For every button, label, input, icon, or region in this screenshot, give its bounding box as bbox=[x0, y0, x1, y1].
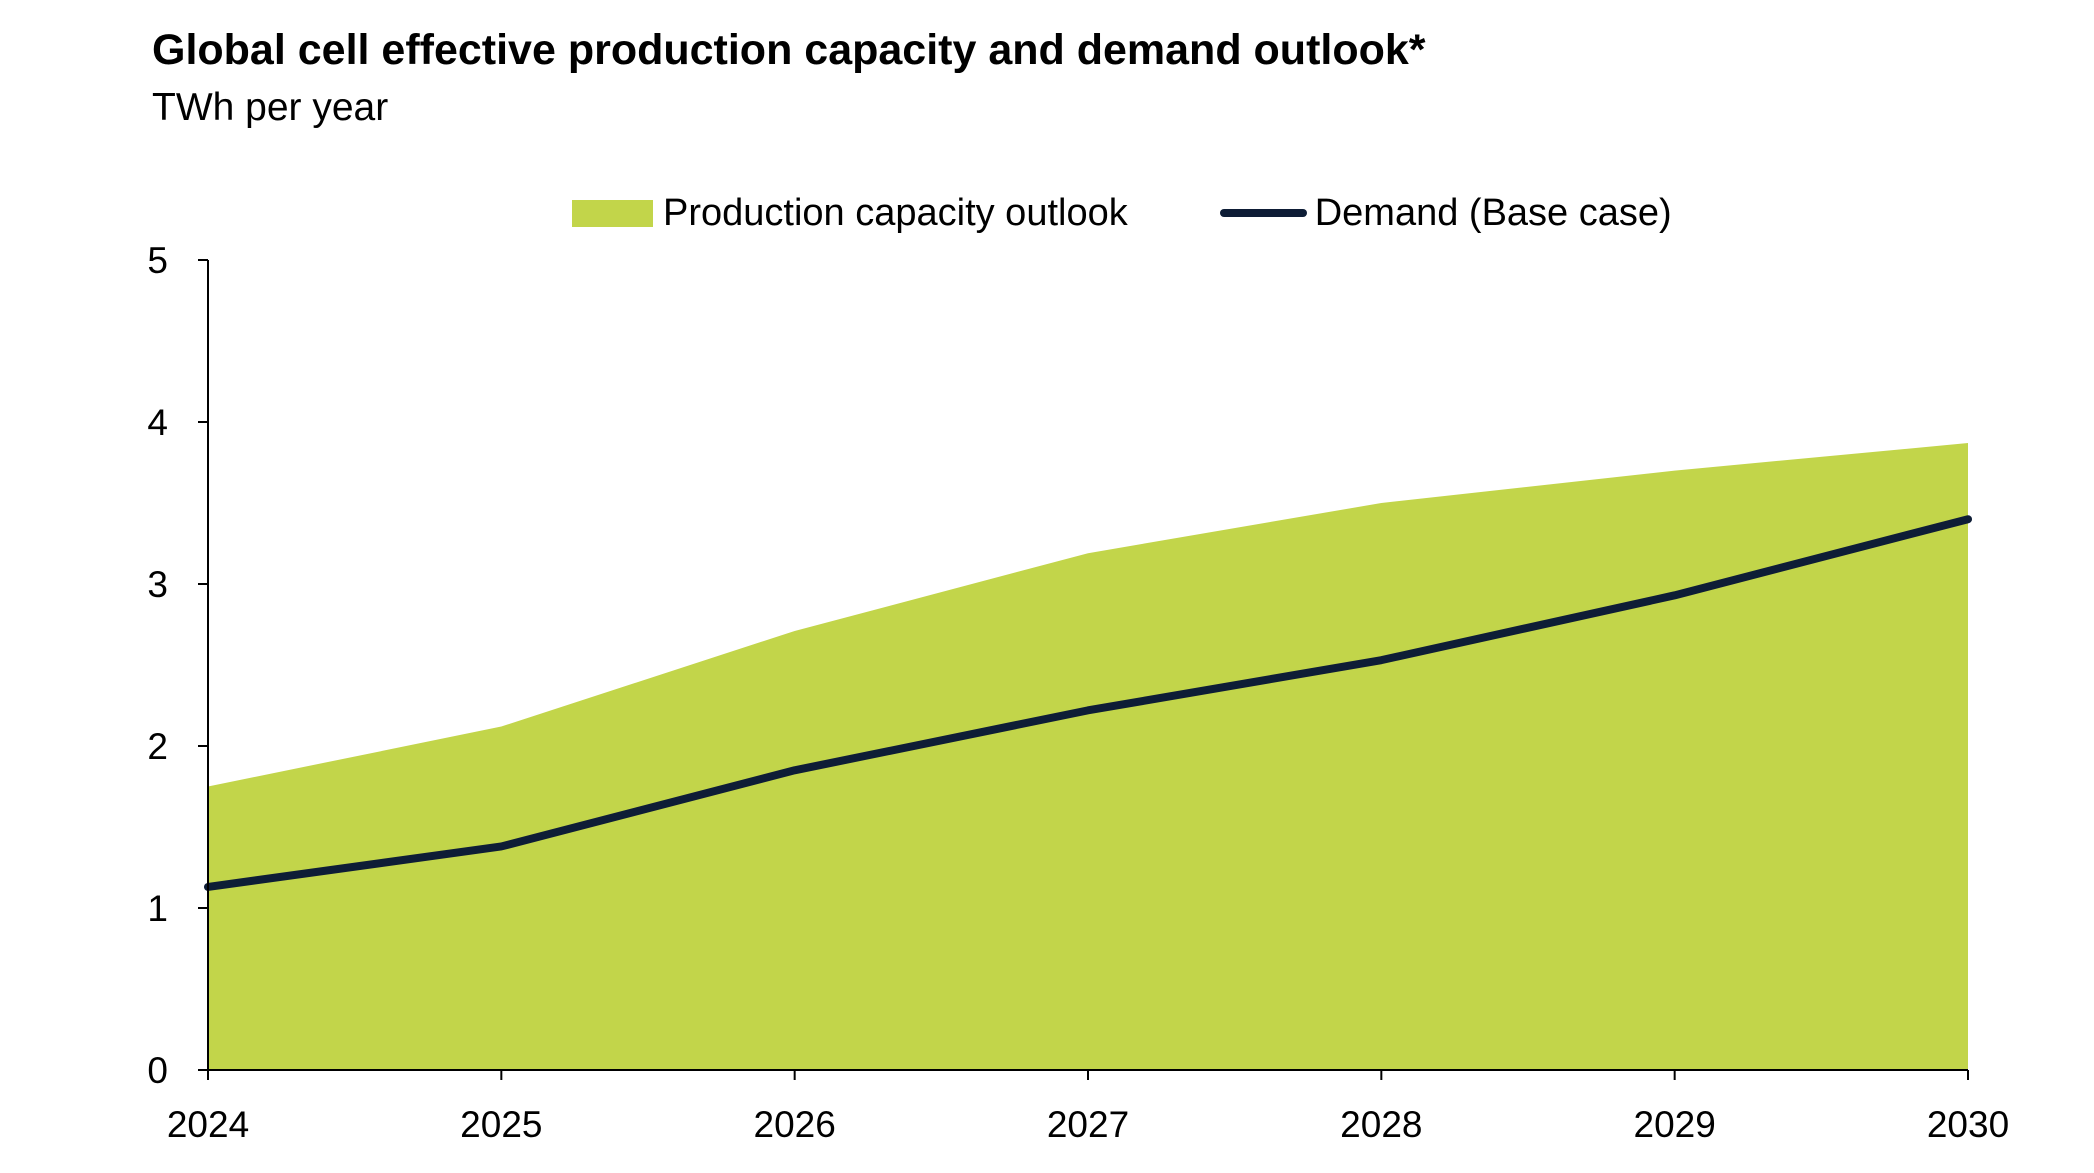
axis-layer: 0 1 2 3 4 5 2024 2025 2026 2027 2028 2029 2030 bbox=[147, 240, 2009, 1145]
x-tick-label: 2024 bbox=[167, 1104, 249, 1145]
x-tick-label: 2027 bbox=[1047, 1104, 1129, 1145]
legend-swatch-capacity bbox=[572, 199, 653, 227]
x-tick-label: 2029 bbox=[1634, 1104, 1716, 1145]
legend: Production capacity outlook Demand (Base… bbox=[572, 188, 1672, 238]
y-tick-label: 0 bbox=[147, 1050, 168, 1091]
legend-label-capacity: Production capacity outlook bbox=[663, 191, 1128, 234]
legend-item-capacity: Production capacity outlook bbox=[572, 192, 1128, 235]
y-tick-label: 1 bbox=[147, 888, 168, 929]
capacity-area bbox=[208, 443, 1968, 1070]
x-tick-label: 2025 bbox=[460, 1104, 542, 1145]
legend-swatch-demand bbox=[1219, 209, 1307, 217]
line-layer bbox=[204, 515, 1972, 891]
demand-line bbox=[204, 515, 1972, 891]
x-tick-label: 2030 bbox=[1927, 1104, 2009, 1145]
legend-item-demand: Demand (Base case) bbox=[1219, 191, 1672, 235]
x-tick-label: 2028 bbox=[1340, 1104, 1422, 1145]
chart-title: Global cell effective production capacit… bbox=[152, 26, 1426, 74]
y-tick-label: 3 bbox=[147, 564, 168, 605]
y-tick-label: 2 bbox=[147, 726, 168, 767]
legend-label-demand: Demand (Base case) bbox=[1314, 191, 1672, 234]
y-tick-label: 5 bbox=[147, 240, 168, 281]
chart-subtitle: TWh per year bbox=[152, 86, 389, 129]
y-tick-label: 4 bbox=[147, 402, 168, 443]
area-layer bbox=[208, 443, 1968, 1070]
x-tick-label: 2026 bbox=[754, 1104, 836, 1145]
